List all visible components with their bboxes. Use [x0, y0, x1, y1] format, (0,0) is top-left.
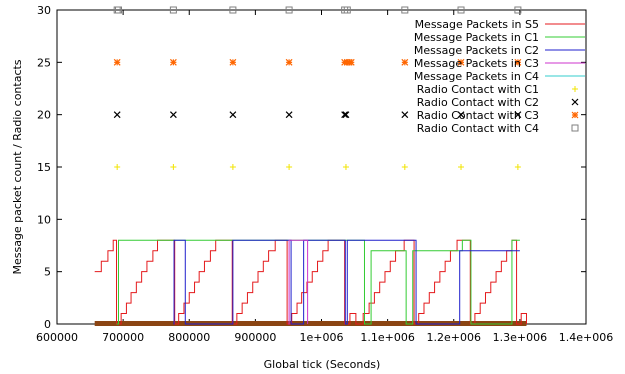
legend-label: Radio Contact with C1 [417, 83, 539, 96]
y-tick-label: 15 [37, 161, 51, 174]
x-tick-label: 900000 [234, 331, 276, 344]
legend-swatch-radio_c3 [571, 111, 579, 119]
y-tick-label: 10 [37, 213, 51, 226]
marker-radio_c3 [169, 58, 177, 66]
marker-radio_c2 [341, 111, 349, 119]
marker-radio_c2 [514, 111, 522, 119]
y-axis-ticks: 0 5 10 15 20 25 30 [37, 4, 586, 331]
x-tick-label: 1.1e+006 [360, 331, 414, 344]
marker-radio_c1 [342, 164, 349, 170]
legend-label: Message Packets in C2 [414, 44, 539, 57]
series-line-s5 [94, 239, 527, 325]
marker-radio_c3 [347, 58, 355, 66]
marker-radio_c2 [342, 111, 350, 119]
y-tick-label: 0 [44, 318, 51, 331]
y-tick-label: 25 [37, 56, 51, 69]
x-tick-label: 600000 [36, 331, 78, 344]
x-tick-label: 700000 [102, 331, 144, 344]
marker-radio_c3 [457, 58, 465, 66]
marker-radio_c1 [229, 164, 236, 170]
marker-radio_c4 [229, 6, 237, 14]
marker-radio_c1 [114, 164, 121, 170]
marker-radio_c2 [285, 111, 293, 119]
marker-radio_c3 [113, 58, 121, 66]
marker-radio_c3 [285, 58, 293, 66]
marker-radio_c2 [113, 111, 121, 119]
marker-radio_c1 [401, 164, 408, 170]
x-tick-label: 1.3e+006 [493, 331, 547, 344]
series-line-c3 [288, 239, 309, 325]
marker-radio_c4 [514, 6, 522, 14]
x-axis-title: Global tick (Seconds) [264, 358, 381, 371]
x-axis-ticks: 600000 700000 800000 900000 1e+006 1.1e+006 1.… [36, 10, 613, 344]
marker-radio_c4 [457, 6, 465, 14]
legend-swatch-radio_c4 [571, 124, 579, 132]
legend-label: Message Packets in S5 [415, 18, 539, 31]
baseline-band [94, 321, 527, 326]
legend-swatch-radio_c2 [571, 98, 579, 106]
legend-label: Radio Contact with C2 [417, 96, 539, 109]
marker-radio_c2 [169, 111, 177, 119]
marker-radio_c1 [514, 164, 521, 170]
series-layer [94, 6, 527, 326]
x-tick-label: 1e+006 [300, 331, 344, 344]
legend-label: Message Packets in C3 [414, 57, 539, 70]
marker-radio_c2 [457, 111, 465, 119]
y-tick-label: 5 [44, 266, 51, 279]
marker-radio_c1 [286, 164, 293, 170]
x-tick-label: 1.4e+006 [559, 331, 613, 344]
marker-radio_c4 [169, 6, 177, 14]
marker-radio_c1 [170, 164, 177, 170]
marker-radio_c3 [514, 58, 522, 66]
legend-label: Message Packets in C1 [414, 31, 539, 44]
x-tick-label: 1.2e+006 [427, 331, 481, 344]
legend-swatch-radio_c1 [572, 86, 578, 92]
marker-radio_c3 [401, 58, 409, 66]
y-axis-title: Message packet count / Radio contacts [11, 59, 24, 274]
marker-radio_c3 [229, 58, 237, 66]
legend-label: Radio Contact with C3 [417, 109, 539, 122]
y-tick-label: 30 [37, 4, 51, 17]
marker-radio_c1 [458, 164, 465, 170]
marker-radio_c4 [114, 6, 122, 14]
x-tick-label: 800000 [168, 331, 210, 344]
y-tick-label: 20 [37, 109, 51, 122]
marker-radio_c4 [343, 6, 351, 14]
legend-label: Message Packets in C4 [414, 70, 539, 83]
marker-radio_c2 [401, 111, 409, 119]
marker-radio_c2 [229, 111, 237, 119]
legend-label: Radio Contact with C4 [417, 122, 539, 135]
marker-radio_c4 [285, 6, 293, 14]
marker-radio_c4 [401, 6, 409, 14]
series-line-c2 [173, 239, 520, 325]
